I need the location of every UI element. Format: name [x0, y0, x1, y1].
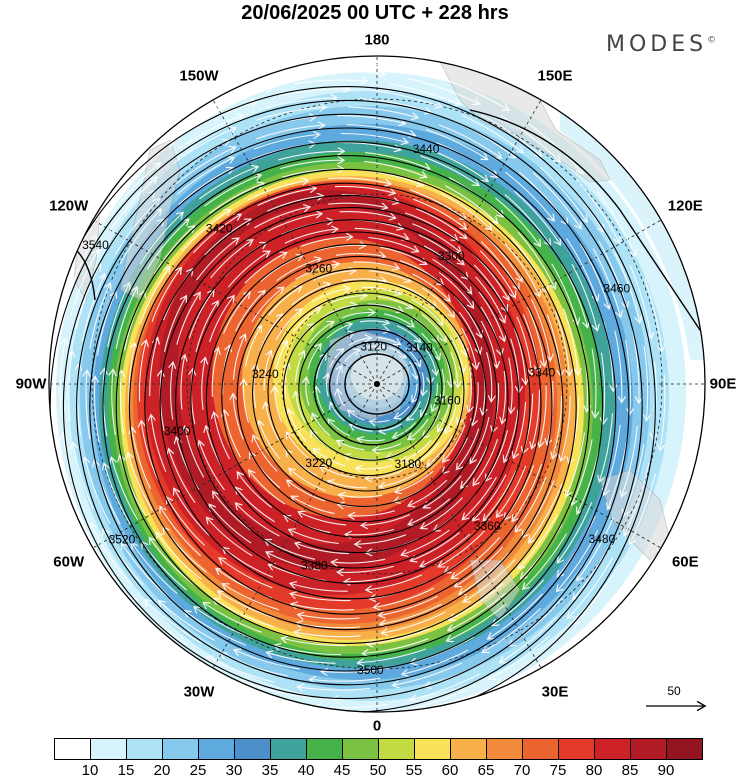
reference-arrow-icon	[646, 698, 714, 718]
colorbar-cell	[558, 738, 595, 760]
lon-label-60w: 60W	[53, 553, 85, 571]
colorbar-cell	[378, 738, 415, 760]
contour-label: 3180	[395, 457, 422, 471]
reference-vector-label: 50	[667, 684, 681, 698]
lon-label-120e: 120E	[667, 197, 703, 215]
contour-label: 3160	[434, 394, 461, 408]
lon-label-150w: 150W	[179, 67, 219, 85]
map-boundary	[48, 55, 706, 713]
colorbar-tick: 80	[585, 762, 603, 779]
modes-logo: MODES©	[606, 32, 717, 57]
lon-label-30e: 30E	[541, 683, 569, 701]
lon-label-120w: 120W	[49, 197, 89, 215]
contour-label: 3500	[357, 663, 384, 677]
contour-label: 3360	[474, 519, 501, 533]
colorbar-tick: 45	[333, 762, 351, 779]
contour-label: 3260	[305, 261, 332, 275]
wind-speed-shading	[49, 56, 705, 712]
colorbar-tick: 10	[81, 762, 99, 779]
colorbar-cell	[522, 738, 559, 760]
lon-label-30w: 30W	[183, 683, 215, 701]
colorbar-cell	[54, 738, 91, 760]
contour-label: 3460	[603, 281, 630, 295]
contour-label: 3480	[589, 532, 616, 546]
colorbar-cell	[126, 738, 163, 760]
height-contours	[49, 86, 705, 712]
colorbar-cell	[594, 738, 631, 760]
colorbar-tick: 65	[477, 762, 495, 779]
colorbar-tick: 85	[621, 762, 639, 779]
colorbar-cell	[486, 738, 523, 760]
lon-label-60e: 60E	[671, 553, 699, 571]
colorbar-tick: 75	[549, 762, 567, 779]
colorbar-tick: 40	[297, 762, 315, 779]
contour-label: 3240	[252, 367, 279, 381]
colorbar-tick: 25	[189, 762, 207, 779]
colorbar-ticks: 10 15 20 25 30 35 40 45 50 55 60 65 70 75 80 85 90	[54, 760, 702, 782]
land-masses	[73, 59, 671, 621]
colorbar-cell	[342, 738, 379, 760]
colorbar-tick: 60	[441, 762, 459, 779]
contour-label: 3400	[164, 424, 191, 438]
colorbar-tick: 50	[369, 762, 387, 779]
contour-label: 3420	[206, 221, 233, 235]
colorbar-tick: 15	[117, 762, 135, 779]
colorbar-cell	[666, 738, 703, 760]
map-title: 20/06/2025 00 UTC + 228 hrs	[241, 2, 509, 24]
contour-label: 3140	[406, 341, 433, 355]
colorbar-tick: 30	[225, 762, 243, 779]
colorbar-cell	[162, 738, 199, 760]
lon-label-0: 0	[372, 717, 382, 735]
colorbar-cell	[414, 738, 451, 760]
contour-label: 3380	[301, 558, 328, 572]
contour-label: 3120	[360, 340, 387, 354]
contour-label: 3340	[529, 366, 556, 380]
contour-labels: 3120 3140 3160 3180 3220 3240 3260 3300 3340 3360…	[82, 142, 630, 677]
colorbar-cell	[630, 738, 667, 760]
contour-label: 3440	[413, 142, 440, 156]
contour-label: 3220	[305, 456, 332, 470]
colorbar-tick: 20	[153, 762, 171, 779]
colorbar-cell	[90, 738, 127, 760]
colorbar-cell	[306, 738, 343, 760]
colorbar-tick: 55	[405, 762, 423, 779]
colorbar-cell	[234, 738, 271, 760]
colorbar-cell	[450, 738, 487, 760]
colorbar-tick: 70	[513, 762, 531, 779]
colorbar	[54, 738, 703, 760]
reference-vector: 50	[644, 684, 714, 723]
lon-label-90e: 90E	[709, 375, 737, 393]
contour-label: 3300	[438, 249, 465, 263]
colorbar-cell	[270, 738, 307, 760]
lon-label-90w: 90W	[15, 375, 47, 393]
colorbar-tick: 35	[261, 762, 279, 779]
colorbar-cell	[198, 738, 235, 760]
lon-label-150e: 150E	[537, 67, 573, 85]
lon-label-180: 180	[364, 31, 390, 49]
pole-marker	[374, 381, 380, 387]
colorbar-tick: 90	[657, 762, 675, 779]
contour-label: 3540	[82, 238, 109, 252]
contour-label: 3520	[109, 532, 136, 546]
